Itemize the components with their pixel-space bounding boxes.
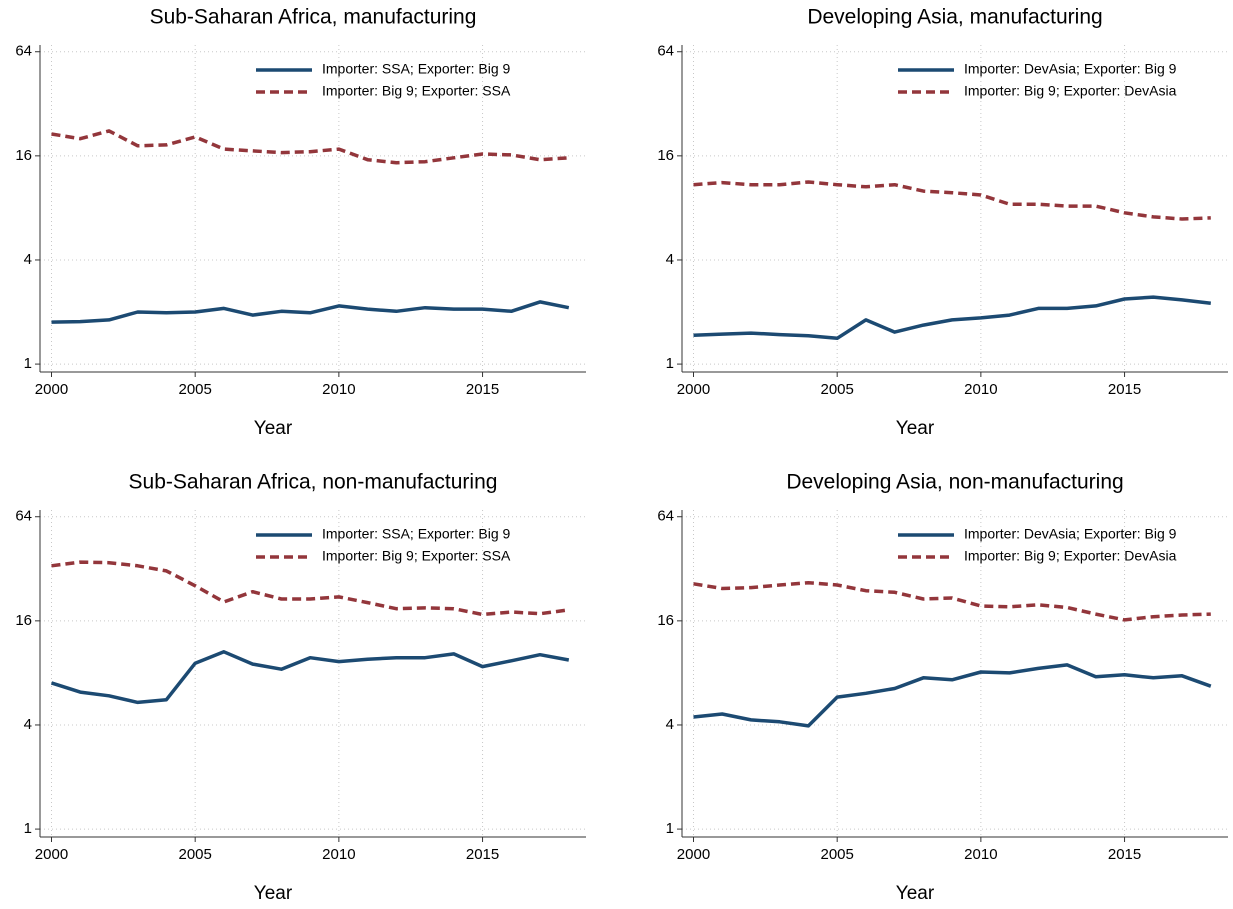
y-tick-label: 16	[15, 147, 32, 164]
series-line	[51, 129, 569, 165]
y-tick-label: 4	[666, 251, 674, 268]
y-tick-label: 1	[24, 355, 32, 372]
legend-label: Importer: Big 9; Exporter: DevAsia	[964, 548, 1177, 564]
y-tick-label: 1	[24, 820, 32, 837]
legend-label: Importer: Big 9; Exporter: DevAsia	[964, 83, 1177, 99]
legend-label: Importer: SSA; Exporter: Big 9	[322, 526, 511, 542]
series-line	[51, 300, 570, 324]
y-tick-label: 16	[657, 612, 674, 629]
x-axis-label: Year	[254, 418, 293, 439]
legend-label: Importer: SSA; Exporter: Big 9	[322, 61, 511, 77]
x-tick-label: 2000	[35, 381, 68, 398]
y-tick-label: 4	[666, 716, 674, 733]
series-line	[50, 650, 570, 705]
y-tick-label: 16	[15, 612, 32, 629]
y-tick-label: 1	[666, 820, 674, 837]
x-tick-label: 2000	[677, 381, 710, 398]
x-tick-label: 2005	[820, 381, 853, 398]
series-line	[51, 560, 570, 617]
x-axis-label: Year	[254, 883, 293, 904]
series-line	[693, 295, 1211, 341]
y-tick-label: 1	[666, 355, 674, 372]
x-tick-label: 2005	[178, 846, 211, 863]
x-tick-label: 2010	[964, 846, 997, 863]
x-tick-label: 2015	[1108, 381, 1141, 398]
x-tick-label: 2010	[322, 846, 355, 863]
series-line	[693, 180, 1211, 221]
y-tick-label: 64	[15, 508, 32, 525]
x-tick-label: 2000	[35, 846, 68, 863]
x-tick-label: 2015	[1108, 846, 1141, 863]
panel-title: Sub-Saharan Africa, manufacturing	[150, 6, 477, 29]
y-tick-label: 4	[24, 251, 32, 268]
panel-title: Developing Asia, non-manufacturing	[786, 471, 1123, 494]
legend-label: Importer: Big 9; Exporter: SSA	[322, 83, 511, 99]
legend-label: Importer: Big 9; Exporter: SSA	[322, 548, 511, 564]
y-tick-label: 4	[24, 716, 32, 733]
x-tick-label: 2000	[677, 846, 710, 863]
panel-title: Sub-Saharan Africa, non-manufacturing	[129, 471, 498, 494]
series-line	[693, 580, 1211, 622]
y-tick-label: 64	[15, 43, 32, 60]
x-axis-label: Year	[896, 418, 935, 439]
x-tick-label: 2010	[322, 381, 355, 398]
y-tick-label: 64	[657, 508, 674, 525]
series-line	[693, 663, 1212, 728]
legend-label: Importer: DevAsia; Exporter: Big 9	[964, 526, 1177, 542]
x-tick-label: 2010	[964, 381, 997, 398]
x-tick-label: 2005	[820, 846, 853, 863]
y-tick-label: 16	[657, 147, 674, 164]
x-tick-label: 2015	[466, 846, 499, 863]
x-tick-label: 2005	[178, 381, 211, 398]
x-axis-label: Year	[896, 883, 935, 904]
x-tick-label: 2015	[466, 381, 499, 398]
panel-title: Developing Asia, manufacturing	[807, 6, 1102, 29]
legend-label: Importer: DevAsia; Exporter: Big 9	[964, 61, 1177, 77]
y-tick-label: 64	[657, 43, 674, 60]
